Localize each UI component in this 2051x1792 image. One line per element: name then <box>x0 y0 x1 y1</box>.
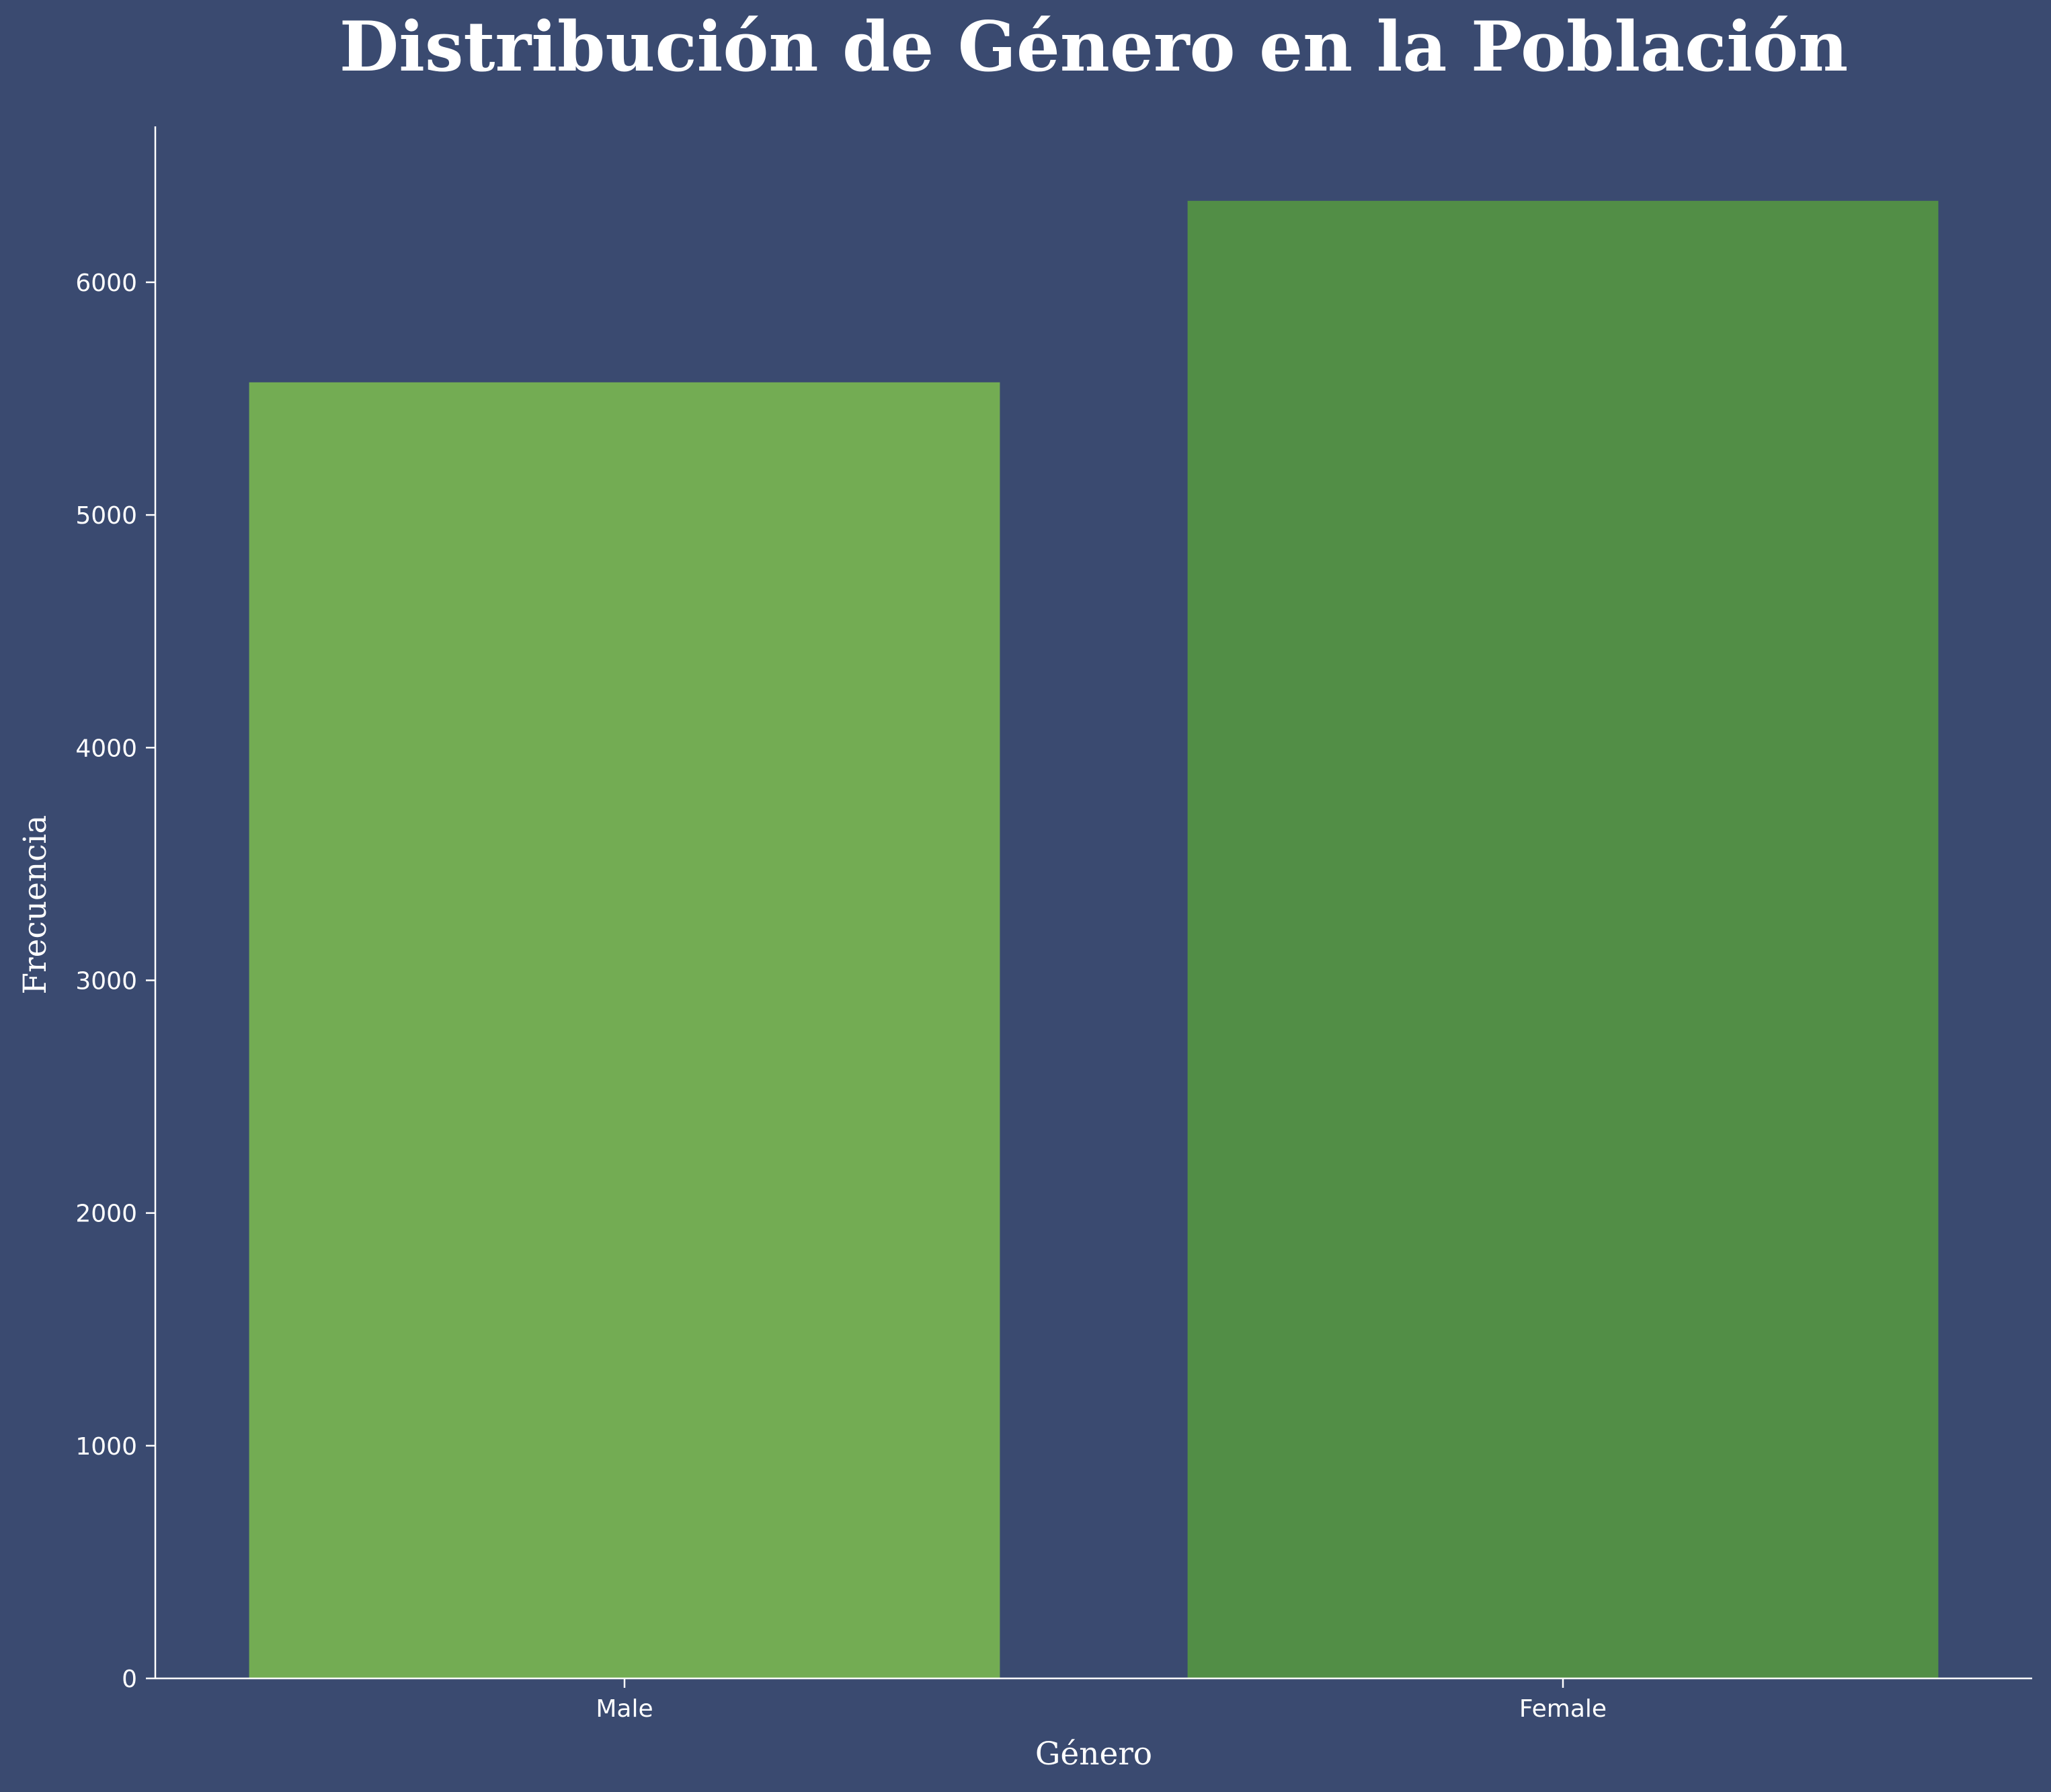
x-tick-label: Female <box>1519 1695 1607 1723</box>
y-tick-label: 6000 <box>75 270 137 297</box>
y-tick-label: 0 <box>122 1666 137 1693</box>
bar-female <box>1187 200 1939 1678</box>
x-axis-label: Género <box>1035 1736 1152 1773</box>
y-axis: 0 1000 2000 3000 4000 5000 6000 <box>75 126 157 1693</box>
y-tick-label: 1000 <box>75 1433 137 1461</box>
x-tick-label: Male <box>596 1695 653 1723</box>
bar-male <box>249 382 1000 1678</box>
bars-layer <box>249 200 1939 1678</box>
x-axis: Male Female <box>155 1677 2032 1723</box>
y-axis-label: Frecuencia <box>17 815 54 995</box>
chart-title: Distribución de Género en la Población <box>339 7 1848 87</box>
y-tick-label: 2000 <box>75 1200 137 1228</box>
y-tick-label: 4000 <box>75 735 137 762</box>
y-tick-label: 3000 <box>75 967 137 995</box>
y-tick-label: 5000 <box>75 502 137 530</box>
